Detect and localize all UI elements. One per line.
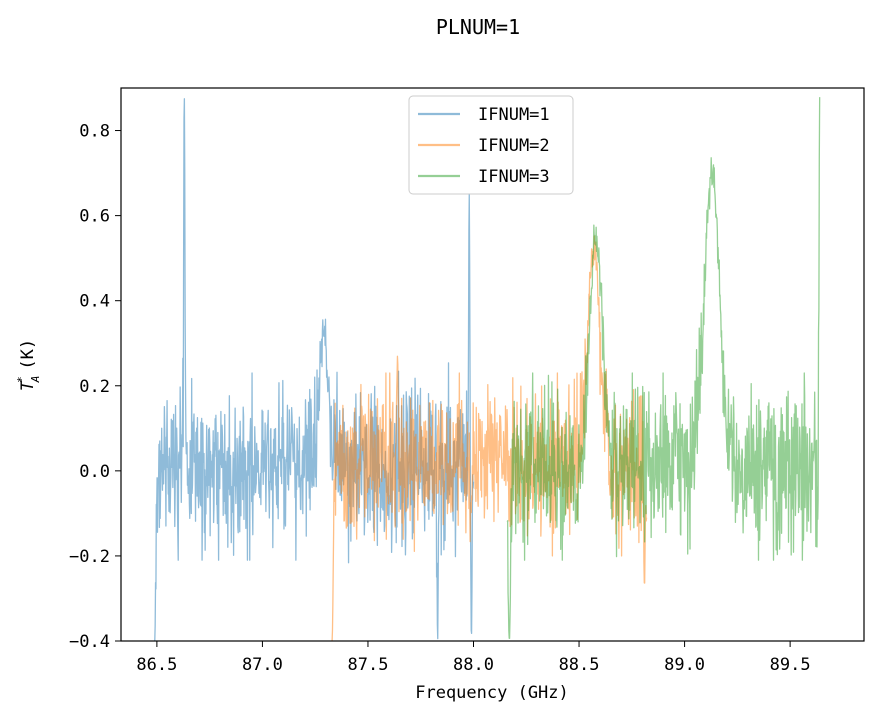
x-tick-label: 88.0 — [453, 655, 494, 675]
y-tick-label: 0.2 — [79, 377, 110, 397]
legend-label-1: IFNUM=1 — [478, 105, 550, 125]
y-label-sub: A — [29, 376, 42, 384]
y-label-sup: * — [15, 376, 28, 383]
svg-text:T*A(K): T*A (K) — [15, 339, 42, 391]
x-tick-label: 86.5 — [136, 655, 177, 675]
x-tick-label: 89.5 — [770, 655, 811, 675]
series-line-2 — [331, 235, 648, 641]
series-line-1 — [154, 98, 475, 641]
x-tick-label: 87.0 — [242, 655, 283, 675]
x-tick-label: 88.5 — [559, 655, 600, 675]
legend: IFNUM=1 IFNUM=2 IFNUM=3 — [408, 95, 574, 195]
x-axis-label: Frequency (GHz) — [415, 683, 569, 703]
chart-title: PLNUM=1 — [436, 15, 520, 39]
x-axis: 86.5 87.0 87.5 88.0 88.5 89.0 89.5 — [136, 641, 811, 675]
y-tick-label: 0.0 — [79, 462, 110, 482]
y-tick-label: −0.2 — [69, 547, 110, 567]
series-line-3 — [506, 97, 821, 639]
y-axis-label: T*A (K) — [15, 339, 42, 391]
y-tick-label: −0.4 — [69, 632, 110, 652]
x-tick-label: 89.0 — [664, 655, 705, 675]
y-label-main: T — [18, 379, 38, 391]
y-axis: −0.4 −0.2 0.0 0.2 0.4 0.6 0.8 — [69, 122, 121, 652]
legend-box — [408, 95, 574, 195]
series-layer — [154, 97, 821, 641]
plot-frame — [120, 87, 865, 642]
y-tick-label: 0.4 — [79, 292, 110, 312]
y-tick-label: 0.6 — [79, 207, 110, 227]
legend-label-3: IFNUM=3 — [478, 167, 550, 187]
y-tick-label: 0.8 — [79, 122, 110, 142]
x-tick-label: 87.5 — [347, 655, 388, 675]
y-label-unit: (K) — [18, 339, 38, 370]
legend-label-2: IFNUM=2 — [478, 136, 550, 156]
